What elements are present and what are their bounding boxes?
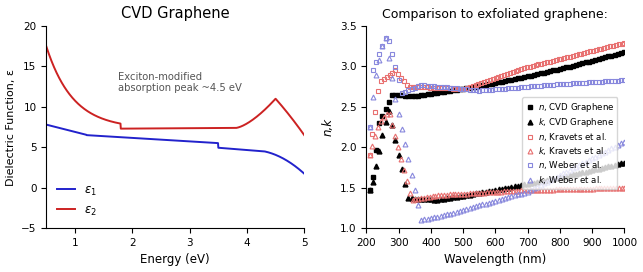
$k$, Kravets et al. [620,186,628,189]
$n$, Kravets et al. [609,44,617,47]
Title: Comparison to exfoliated graphene:: Comparison to exfoliated graphene: [383,8,608,21]
$n$, Kravets et al. [366,154,374,157]
Line: $k$, CVD Graphene: $k$, CVD Graphene [367,109,627,202]
$k$, Kravets et al. [449,193,457,196]
Text: Exciton-modified
absorption peak ~4.5 eV: Exciton-modified absorption peak ~4.5 eV [118,72,242,93]
$k$, Weber et al. [417,218,425,222]
$n$, CVD Graphene [530,73,538,76]
Line: $n$, Kravets et al.: $n$, Kravets et al. [367,41,627,158]
$k$, Weber et al. [598,152,606,155]
$k$, CVD Graphene [433,198,441,202]
$n$, Weber et al. [543,84,551,87]
$k$, Kravets et al. [549,188,557,191]
$k$, Kravets et al. [403,180,411,183]
$n$, Kravets et al. [620,41,628,45]
Y-axis label: Dielectric Function, ε: Dielectric Function, ε [6,69,15,186]
Line: $n$, Weber et al.: $n$, Weber et al. [367,36,627,129]
Y-axis label: n,k: n,k [322,118,334,136]
Legend: $\varepsilon_1$, $\varepsilon_2$: $\varepsilon_1$, $\varepsilon_2$ [52,179,102,222]
$k$, Weber et al. [382,36,390,40]
$k$, CVD Graphene [598,166,606,169]
$k$, CVD Graphene [385,109,393,113]
$n$, Kravets et al. [400,79,408,83]
$k$, Weber et al. [620,140,628,143]
$n$, CVD Graphene [521,75,529,79]
$k$, Kravets et al. [409,198,417,201]
Line: $n$, CVD Graphene: $n$, CVD Graphene [367,50,627,193]
$k$, CVD Graphene [527,181,535,185]
$n$, Kravets et al. [577,52,585,55]
Line: $k$, Kravets et al.: $k$, Kravets et al. [367,111,627,202]
$n$, Weber et al. [595,80,602,83]
$k$, Weber et al. [547,178,554,182]
$k$, CVD Graphene [620,161,628,164]
$k$, Weber et al. [485,201,493,204]
$n$, Weber et al. [482,88,489,92]
$n$, Weber et al. [382,36,390,40]
$k$, Weber et al. [366,125,374,129]
$k$, Kravets et al. [386,112,394,115]
Legend: $n$, CVD Graphene, $k$, CVD Graphene, $n$, Kravets et al., $k$, Kravets et al., : $n$, CVD Graphene, $k$, CVD Graphene, $n… [522,97,617,189]
$n$, Kravets et al. [583,51,591,54]
$n$, CVD Graphene [366,188,374,192]
$k$, Kravets et al. [583,187,591,190]
$k$, Kravets et al. [615,186,622,190]
$n$, CVD Graphene [518,76,525,79]
$n$, Weber et al. [534,84,541,88]
$n$, CVD Graphene [620,50,628,54]
$k$, CVD Graphene [366,188,374,192]
X-axis label: Wavelength (nm): Wavelength (nm) [444,254,547,267]
$n$, Weber et al. [620,78,628,82]
$n$, Weber et al. [524,85,532,88]
$n$, Weber et al. [366,125,374,129]
$n$, Weber et al. [521,85,529,89]
$k$, Weber et al. [524,190,532,193]
Line: $k$, Weber et al.: $k$, Weber et al. [367,36,627,222]
X-axis label: Energy (eV): Energy (eV) [140,254,210,267]
$k$, CVD Graphene [547,178,554,181]
$n$, CVD Graphene [478,84,486,87]
$n$, Kravets et al. [543,61,551,64]
$k$, Kravets et al. [589,187,597,190]
$n$, CVD Graphene [540,71,548,74]
$k$, CVD Graphene [485,190,493,193]
$k$, CVD Graphene [524,182,532,186]
Title: CVD Graphene: CVD Graphene [121,5,230,21]
$k$, Kravets et al. [366,154,374,157]
$k$, Weber et al. [527,188,535,192]
$k$, CVD Graphene [537,180,545,183]
$n$, Kravets et al. [443,87,451,90]
$k$, Weber et al. [537,183,545,187]
$n$, CVD Graphene [592,58,599,61]
